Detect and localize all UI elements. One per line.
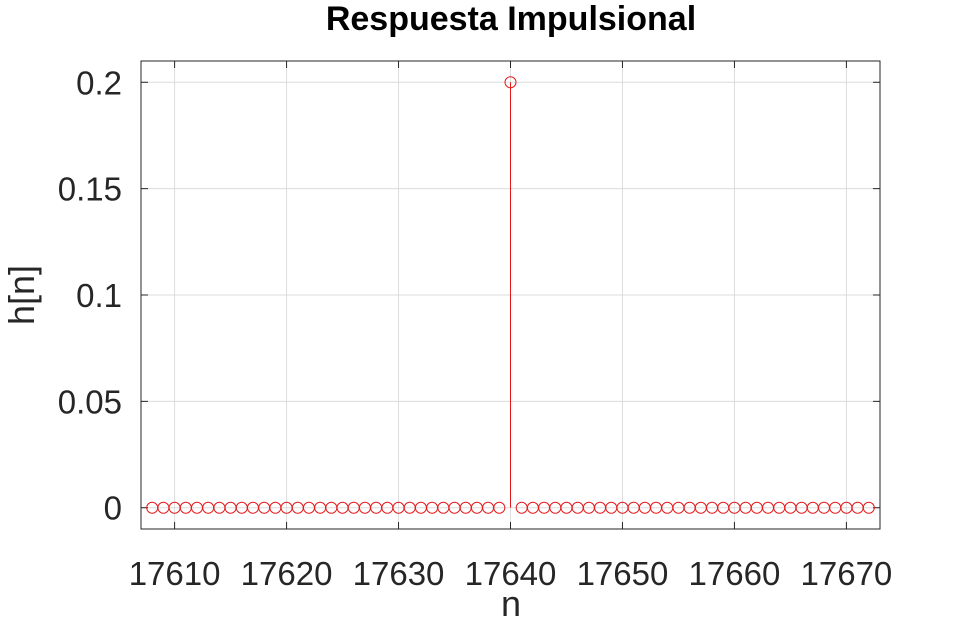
y-tick-label: 0.2 [76,64,122,101]
y-tick-label: 0 [104,490,122,527]
ticks: 17610 17620 17630 17640 17650 17660 17670 0 0.05… [58,61,893,592]
chart-title: Respuesta Impulsional [326,0,696,38]
x-tick-label: 17660 [689,555,781,592]
y-tick-label: 0.1 [76,277,122,314]
stem-series [146,76,875,514]
y-tick-label: 0.05 [58,383,122,420]
y-axis-label: h[n] [1,265,42,325]
x-axis-label: n [501,583,521,619]
stem-marker [504,76,517,89]
stem-marker [862,501,875,514]
x-tick-label: 17630 [353,555,445,592]
x-tick-label: 17620 [241,555,333,592]
y-tick-label: 0.15 [58,171,122,208]
x-tick-label: 17640 [465,555,557,592]
x-tick-label: 17610 [129,555,221,592]
stem-marker [493,501,506,514]
x-tick-label: 17650 [577,555,669,592]
x-tick-label: 17670 [801,555,893,592]
